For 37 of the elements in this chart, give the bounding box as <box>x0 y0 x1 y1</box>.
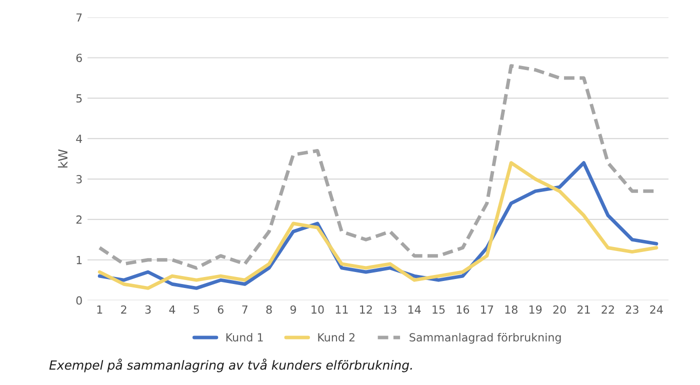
y-axis-title: kW <box>58 149 68 168</box>
x-tick-label: 6 <box>218 305 224 314</box>
x-tick-label: 8 <box>266 305 272 314</box>
x-tick-label: 22 <box>602 305 614 314</box>
x-tick-label: 17 <box>481 306 494 314</box>
x-tick-label: 7 <box>242 306 248 314</box>
x-tick-label: 1 <box>97 306 102 314</box>
legend-label: Sammanlagrad förbrukning <box>410 332 561 344</box>
y-tick-label: 0 <box>76 296 82 305</box>
x-tick-label: 13 <box>384 305 396 314</box>
x-tick-label: 20 <box>553 305 566 314</box>
x-tick-label: 19 <box>530 305 542 314</box>
y-tick-label: 1 <box>76 256 82 264</box>
y-tick-label: 5 <box>76 94 82 103</box>
x-tick-label: 3 <box>145 305 151 314</box>
legend-label: Kund 1 <box>226 332 263 342</box>
legend-label: Kund 2 <box>318 332 354 342</box>
y-tick-label: 6 <box>76 54 82 62</box>
y-tick-label: 2 <box>76 215 82 224</box>
y-tick-label: 4 <box>76 134 82 143</box>
x-tick-label: 15 <box>432 306 445 314</box>
x-tick-label: 23 <box>626 305 638 314</box>
x-tick-label: 2 <box>121 305 126 314</box>
x-tick-label: 12 <box>360 305 372 314</box>
x-tick-label: 5 <box>194 306 199 314</box>
x-tick-label: 11 <box>336 306 348 314</box>
x-tick-label: 9 <box>290 305 296 314</box>
x-tick-label: 18 <box>505 305 518 314</box>
text: Exempel på sammanlagring av två kunders elförbrukning. <box>49 358 412 372</box>
x-tick-label: 14 <box>408 306 421 314</box>
x-tick-label: 10 <box>312 305 324 314</box>
y-tick-label: 3 <box>76 175 82 184</box>
x-tick-label: 16 <box>456 305 470 314</box>
x-tick-label: 4 <box>169 306 176 314</box>
x-tick-label: 21 <box>578 305 590 314</box>
y-tick-label: 7 <box>76 13 82 22</box>
x-tick-label: 24 <box>650 305 663 314</box>
